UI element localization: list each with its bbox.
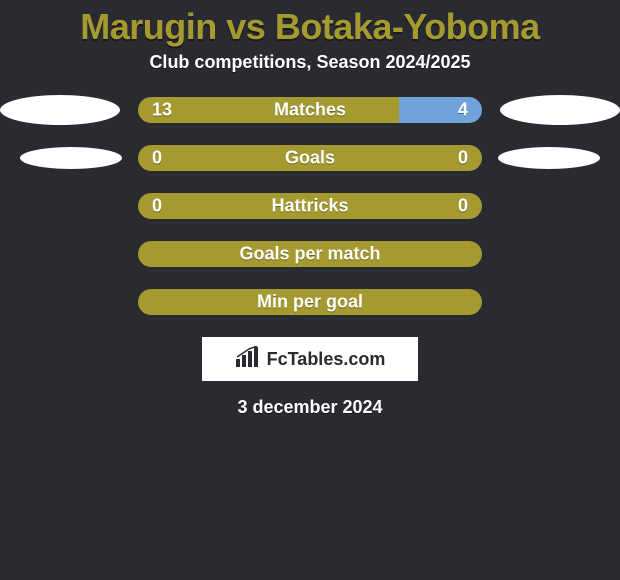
stat-value-left: 13 — [152, 100, 172, 121]
stat-value-right: 0 — [458, 196, 468, 217]
stat-label: Goals per match — [239, 244, 380, 265]
watermark-text: FcTables.com — [267, 349, 386, 370]
bar-chart-icon — [235, 346, 261, 373]
stat-row: 0 0 Hattricks — [0, 193, 620, 219]
stat-row: Goals per match — [0, 241, 620, 267]
stat-value-left: 0 — [152, 148, 162, 169]
stat-row: 0 0 Goals — [0, 145, 620, 171]
stat-bar: 0 0 Hattricks — [138, 193, 482, 219]
stat-value-left: 0 — [152, 196, 162, 217]
player-left-marker — [0, 95, 120, 125]
page-subtitle: Club competitions, Season 2024/2025 — [0, 50, 620, 97]
footer-date: 3 december 2024 — [0, 381, 620, 418]
stat-bar: Min per goal — [138, 289, 482, 315]
player-right-marker — [498, 147, 600, 169]
rows-container: 13 4 Matches 0 0 Goals 0 0 Hattricks Goals per ma… — [0, 97, 620, 315]
player-left-marker — [20, 147, 122, 169]
stat-row: 13 4 Matches — [0, 97, 620, 123]
page-title: Marugin vs Botaka-Yoboma — [0, 0, 620, 50]
stat-label: Hattricks — [271, 196, 348, 217]
stat-bar-left-segment — [138, 97, 399, 123]
stat-row: Min per goal — [0, 289, 620, 315]
stat-bar: 0 0 Goals — [138, 145, 482, 171]
watermark: FcTables.com — [202, 337, 418, 381]
stat-bar: 13 4 Matches — [138, 97, 482, 123]
stat-value-right: 4 — [458, 100, 468, 121]
player-right-marker — [500, 95, 620, 125]
stat-label: Min per goal — [257, 292, 363, 313]
stat-label: Matches — [274, 100, 346, 121]
stat-label: Goals — [285, 148, 335, 169]
stat-value-right: 0 — [458, 148, 468, 169]
stat-bar-right-segment — [399, 97, 482, 123]
stat-bar: Goals per match — [138, 241, 482, 267]
